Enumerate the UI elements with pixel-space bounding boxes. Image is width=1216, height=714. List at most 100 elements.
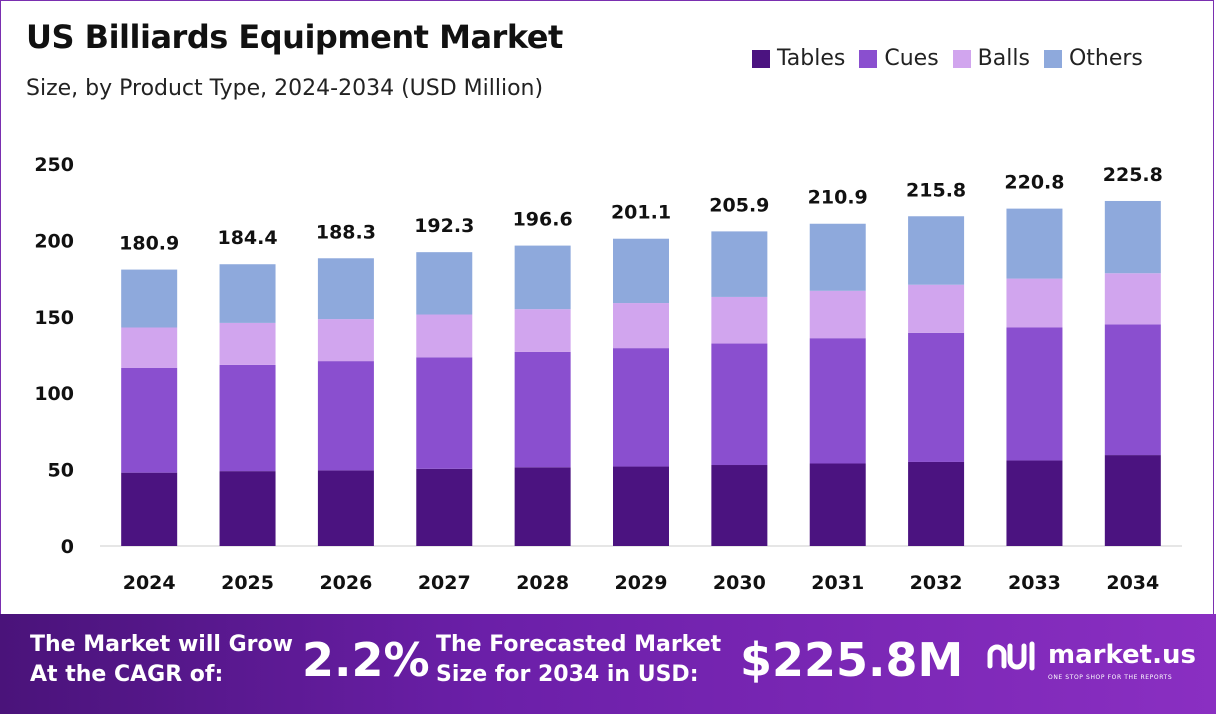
- bar-segment-cues-2028: [514, 351, 571, 468]
- bar-segment-tables-2028: [514, 467, 571, 546]
- bar-segment-others-2031: [809, 223, 866, 291]
- bar-segment-tables-2029: [613, 466, 669, 546]
- bar-segment-others-2028: [514, 245, 571, 310]
- legend-label: Balls: [977, 46, 1030, 71]
- bar-segment-tables-2026: [317, 470, 374, 546]
- y-tick-label: 0: [61, 536, 74, 558]
- bar-total-label: 215.8: [906, 179, 966, 201]
- y-tick-label: 150: [34, 307, 74, 329]
- bar-segment-cues-2027: [416, 357, 473, 469]
- x-tick-label: 2030: [713, 572, 766, 594]
- cagr-label-line1: The Market will Grow: [30, 632, 293, 657]
- bar-segment-tables-2024: [121, 472, 178, 546]
- cagr-value: 2.2%: [302, 633, 430, 687]
- bar-segment-others-2034: [1104, 200, 1161, 274]
- bar-segment-balls-2028: [514, 309, 571, 352]
- brand-tagline: ONE STOP SHOP FOR THE REPORTS: [1048, 674, 1173, 681]
- bar-segment-others-2032: [908, 216, 965, 285]
- bar-segment-balls-2024: [121, 327, 178, 368]
- bar-total-label: 205.9: [709, 194, 769, 216]
- bar-segment-others-2029: [613, 238, 669, 304]
- bar-segment-others-2025: [219, 264, 276, 323]
- legend-label: Cues: [884, 46, 939, 71]
- brand-name: market.us: [1048, 640, 1196, 670]
- legend-item-tables: Tables: [752, 46, 845, 71]
- legend-item-others: Others: [1043, 46, 1143, 71]
- legend: Tables Cues Balls Others: [752, 46, 1192, 71]
- bar-total-label: 180.9: [119, 233, 179, 255]
- bar-segment-tables-2034: [1104, 455, 1161, 546]
- bar-total-label: 188.3: [316, 221, 376, 243]
- legend-item-balls: Balls: [952, 46, 1030, 71]
- bar-segment-balls-2033: [1006, 278, 1063, 328]
- bar-segment-cues-2033: [1006, 327, 1063, 461]
- forecast-label-line2: Size for 2034 in USD:: [436, 662, 699, 687]
- bar-segment-balls-2025: [219, 322, 276, 365]
- bar-segment-cues-2024: [121, 367, 178, 473]
- legend-swatch: [1043, 49, 1062, 68]
- bar-segment-cues-2031: [809, 338, 866, 464]
- bar-segment-others-2026: [317, 258, 374, 320]
- bar-segment-tables-2030: [711, 465, 768, 546]
- bar-segment-cues-2026: [317, 361, 374, 471]
- x-tick-label: 2027: [418, 572, 471, 594]
- bar-segment-tables-2031: [809, 463, 866, 546]
- forecast-label: The Forecasted Market Size for 2034 in U…: [436, 630, 721, 690]
- chart-subtitle: Size, by Product Type, 2024-2034 (USD Mi…: [26, 76, 544, 101]
- y-tick-label: 50: [48, 460, 74, 482]
- bar-total-label: 220.8: [1004, 172, 1064, 194]
- x-tick-label: 2034: [1106, 572, 1159, 594]
- bar-segment-cues-2025: [219, 364, 276, 472]
- stacked-bar-chart: 0 50 100 150 200 250 180.9 2024 184.4 2025 188.3 20…: [34, 154, 1182, 594]
- bar-total-label: 225.8: [1103, 164, 1163, 186]
- bar-segment-cues-2030: [711, 343, 768, 466]
- bar-total-label: 196.6: [513, 209, 573, 231]
- legend-swatch: [859, 49, 878, 68]
- cagr-label-line2: At the CAGR of:: [30, 662, 224, 687]
- x-tick-label: 2033: [1008, 572, 1061, 594]
- chart-title: US Billiards Equipment Market: [26, 18, 563, 56]
- legend-swatch: [952, 49, 971, 68]
- legend-item-cues: Cues: [859, 46, 939, 71]
- bar-segment-tables-2027: [416, 468, 473, 546]
- brand-logo: market.us ONE STOP SHOP FOR THE REPORTS: [986, 636, 1212, 692]
- bar-segment-others-2027: [416, 252, 473, 315]
- bar-segment-others-2024: [121, 269, 178, 328]
- bar-segment-cues-2032: [908, 332, 965, 462]
- bar-segment-balls-2029: [613, 303, 669, 349]
- forecast-value: $225.8M: [740, 633, 964, 687]
- legend-label: Tables: [777, 46, 846, 71]
- bar-segment-balls-2027: [416, 314, 473, 358]
- bar-segment-cues-2034: [1104, 324, 1161, 456]
- bar-segment-tables-2025: [219, 471, 276, 546]
- bar-total-label: 184.4: [217, 227, 277, 249]
- bar-segment-balls-2031: [809, 290, 866, 339]
- y-tick-label: 200: [34, 230, 74, 252]
- x-tick-label: 2029: [615, 572, 668, 594]
- x-tick-label: 2024: [123, 572, 176, 594]
- bar-segment-tables-2032: [908, 461, 965, 546]
- legend-label: Others: [1068, 46, 1143, 71]
- bar-total-label: 210.9: [808, 187, 868, 209]
- x-tick-label: 2026: [319, 572, 372, 594]
- bar-segment-tables-2033: [1006, 460, 1063, 546]
- x-tick-label: 2031: [811, 572, 864, 594]
- x-tick-label: 2025: [221, 572, 274, 594]
- bar-total-label: 201.1: [611, 202, 671, 224]
- x-tick-label: 2028: [516, 572, 569, 594]
- y-tick-label: 100: [34, 383, 74, 405]
- legend-swatch: [752, 49, 770, 68]
- market-us-logo-icon: [987, 641, 1035, 671]
- bar-total-label: 192.3: [414, 215, 474, 237]
- bar-segment-others-2030: [711, 231, 768, 297]
- bar-segment-others-2033: [1006, 208, 1063, 279]
- cagr-label: The Market will Grow At the CAGR of:: [30, 630, 293, 690]
- bar-segment-balls-2026: [317, 319, 374, 362]
- bar-segment-balls-2032: [908, 284, 965, 333]
- y-tick-label: 250: [34, 154, 74, 176]
- forecast-label-line1: The Forecasted Market: [436, 632, 722, 657]
- bar-segment-cues-2029: [613, 348, 669, 467]
- bar-segment-balls-2030: [711, 296, 768, 344]
- x-tick-label: 2032: [910, 572, 963, 594]
- footer-banner: The Market will Grow At the CAGR of: 2.2…: [0, 614, 1216, 714]
